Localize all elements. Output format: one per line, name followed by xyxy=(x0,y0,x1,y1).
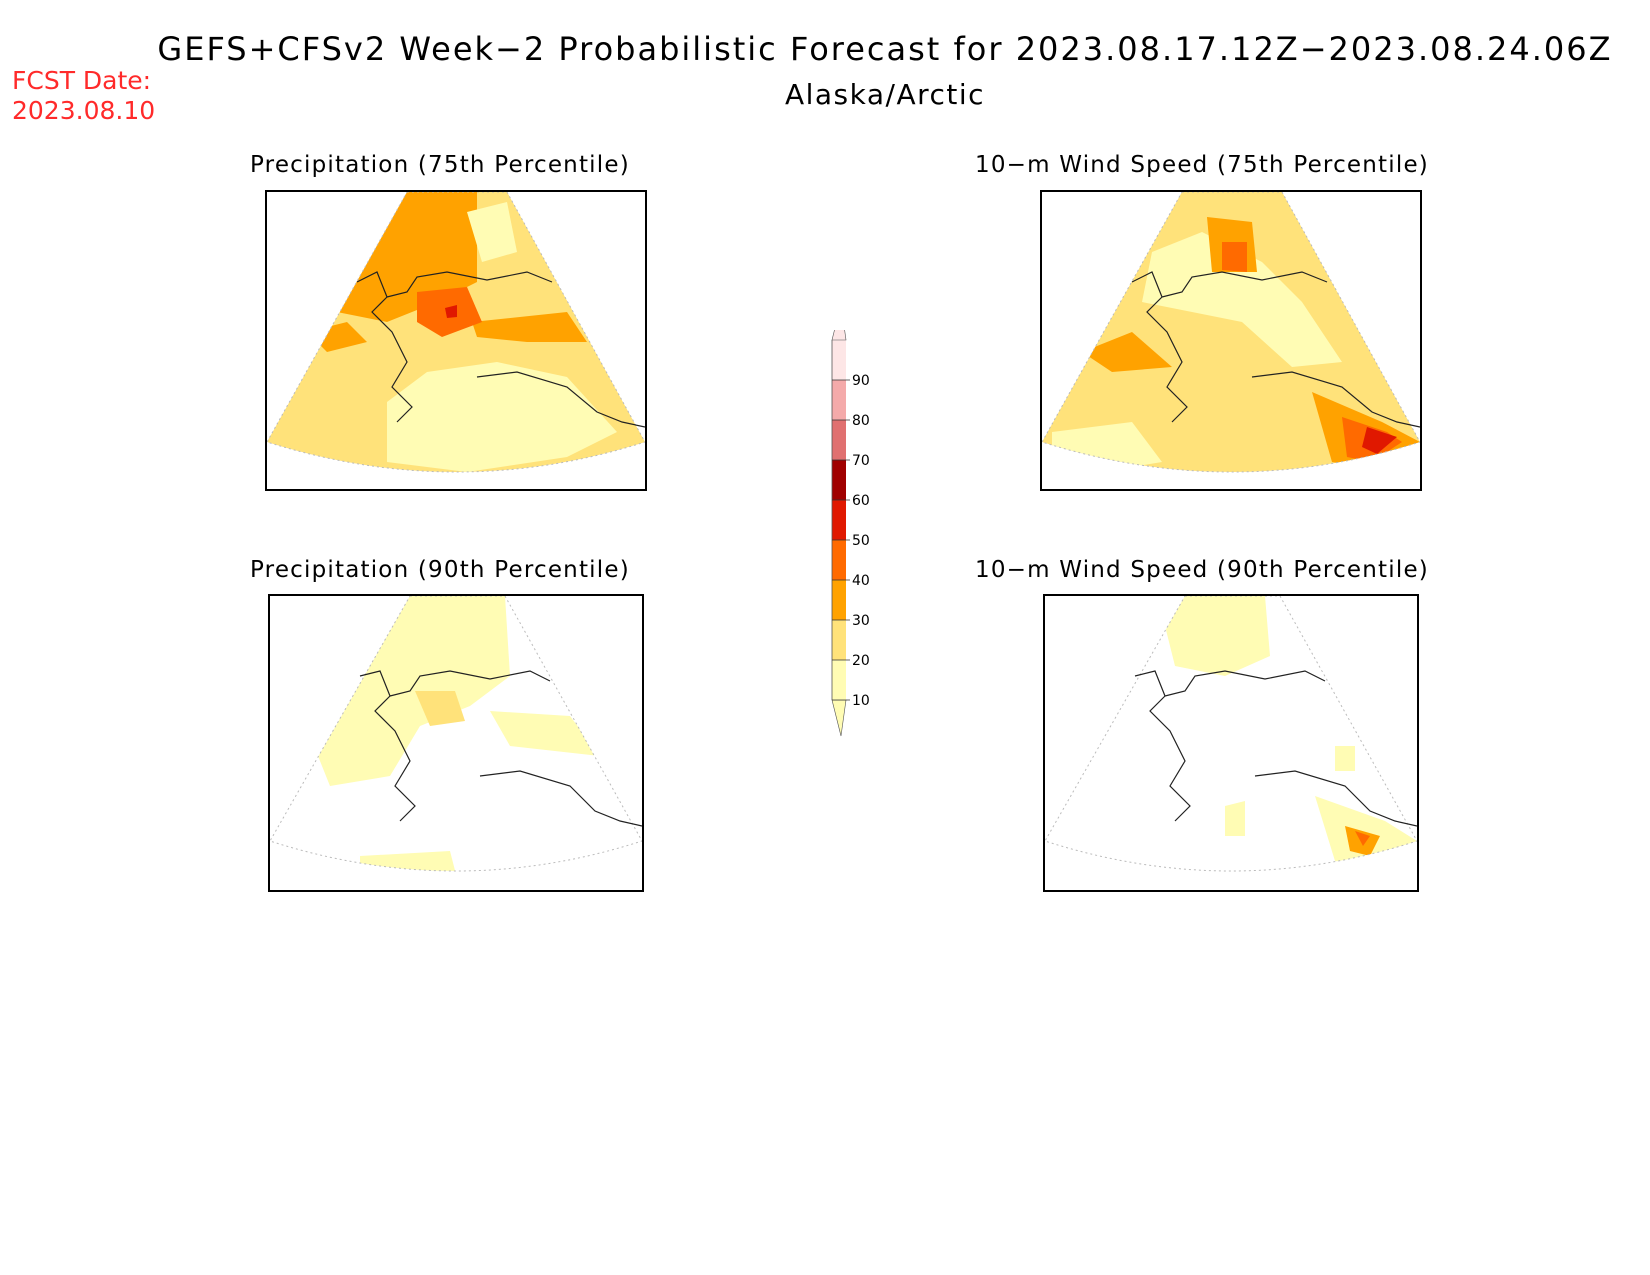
colorbar-tick-label: 10 xyxy=(852,693,870,709)
coastline xyxy=(1134,670,1417,827)
colorbar-tick-label: 80 xyxy=(852,413,870,429)
band-40-50 xyxy=(1222,242,1247,272)
colorbar-swatch xyxy=(832,580,846,620)
panel-title-wind-75: 10−m Wind Speed (75th Percentile) xyxy=(975,152,1429,178)
colorbar-swatch xyxy=(832,660,846,700)
map-precip-90 xyxy=(270,596,642,872)
colorbar-swatch xyxy=(832,540,846,580)
map-panel-wind-75 xyxy=(1040,190,1422,491)
coastline xyxy=(1131,271,1420,428)
panel-title-precip-90: Precipitation (90th Percentile) xyxy=(250,557,630,583)
page-subtitle: Alaska/Arctic xyxy=(784,78,986,111)
coastline xyxy=(359,670,642,827)
band-50-60 xyxy=(445,305,457,318)
colorbar-swatch xyxy=(832,380,846,420)
map-panel-precip-90 xyxy=(268,594,644,892)
coastline xyxy=(356,271,645,428)
page-title: GEFS+CFSv2 Week−2 Probabilistic Forecast… xyxy=(157,30,1613,68)
colorbar-tick-label: 50 xyxy=(852,533,870,549)
colorbar: 10 20 30 40 50 60 70 80 90 xyxy=(820,303,870,750)
colorbar-swatch xyxy=(832,620,846,660)
band-10-20 xyxy=(1165,596,1270,676)
colorbar-tick-label: 60 xyxy=(852,493,870,509)
colorbar-graphic: 10 20 30 40 50 60 70 80 90 xyxy=(831,303,870,737)
colorbar-tick-label: 20 xyxy=(852,653,870,669)
band-20-30 xyxy=(415,691,465,726)
fcst-date-label: FCST Date: xyxy=(12,66,152,95)
fcst-date-value: 2023.08.10 xyxy=(12,96,156,125)
colorbar-tick-label: 40 xyxy=(852,573,870,589)
colorbar-swatch xyxy=(832,460,846,500)
colorbar-tip-bottom xyxy=(831,699,847,737)
map-wind-75 xyxy=(1042,192,1420,473)
map-wind-90 xyxy=(1045,596,1417,872)
band-10-20 xyxy=(1142,232,1342,367)
band-50-60 xyxy=(1362,427,1397,454)
panel-title-wind-90: 10−m Wind Speed (90th Percentile) xyxy=(975,557,1429,583)
map-panel-wind-90 xyxy=(1043,594,1419,892)
colorbar-tick-label: 30 xyxy=(852,613,870,629)
colorbar-swatch xyxy=(832,340,846,380)
map-precip-75 xyxy=(267,192,645,473)
colorbar-swatch xyxy=(832,420,846,460)
colorbar-swatch xyxy=(832,500,846,540)
band-10-20 xyxy=(387,362,617,472)
colorbar-tick-label: 70 xyxy=(852,453,870,469)
colorbar-tip-top xyxy=(831,303,847,341)
band-40-50 xyxy=(1355,831,1370,846)
band-30-40 xyxy=(327,192,477,322)
panel-title-precip-75: Precipitation (75th Percentile) xyxy=(250,152,630,178)
colorbar-tick-label: 90 xyxy=(852,373,870,389)
map-panel-precip-75 xyxy=(265,190,647,491)
